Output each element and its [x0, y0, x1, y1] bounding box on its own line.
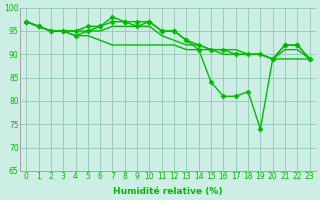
- X-axis label: Humidité relative (%): Humidité relative (%): [113, 187, 223, 196]
